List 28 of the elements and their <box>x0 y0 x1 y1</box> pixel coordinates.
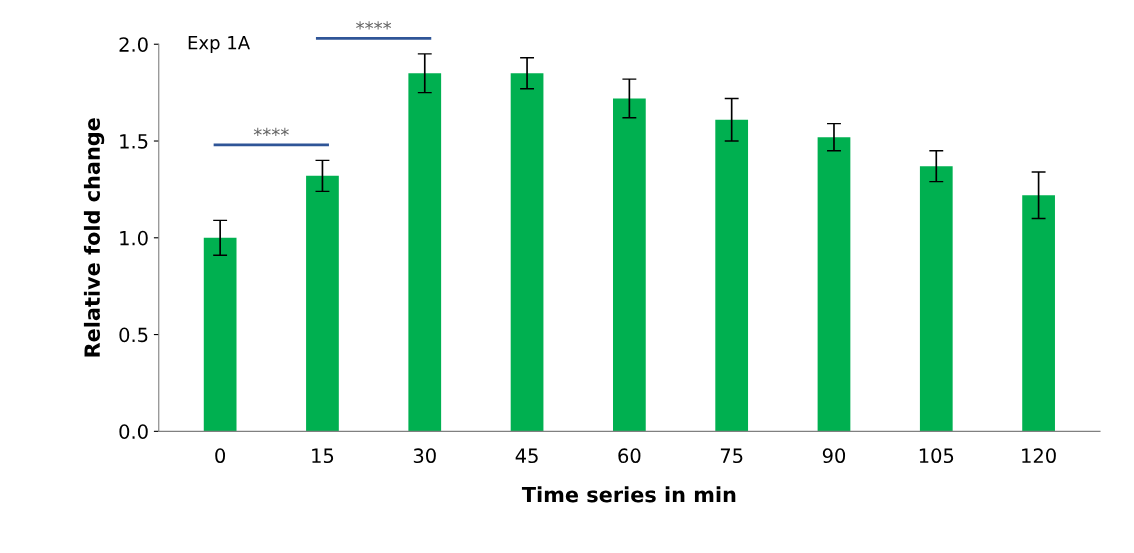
bar <box>919 166 953 432</box>
bar <box>817 137 851 432</box>
x-tick-label: 30 <box>413 448 436 464</box>
x-tick-label: 60 <box>618 448 641 464</box>
bar <box>715 119 749 432</box>
x-tick-label: 45 <box>515 448 538 464</box>
bar <box>510 73 544 432</box>
x-tick-label: 15 <box>312 448 334 464</box>
text: **** <box>356 21 392 30</box>
x-tick-label: 120 <box>1022 448 1056 464</box>
annotation: Exp 1A <box>188 36 250 53</box>
x-axis-title: Time series in min <box>521 486 736 503</box>
y-tick-label: 0.5 <box>119 327 148 343</box>
y-tick-label: 0.0 <box>119 424 148 439</box>
x-tick-label: 75 <box>720 448 743 464</box>
annotation: **** <box>253 127 289 136</box>
y-tick-label: 2.0 <box>119 37 148 52</box>
x-tick-label: 0 <box>215 448 226 464</box>
y-tick-label: 1.5 <box>120 134 148 149</box>
y-tick-label: 1.0 <box>120 230 148 246</box>
bar <box>1022 195 1055 432</box>
bar <box>613 98 646 432</box>
x-tick-label: 90 <box>822 448 846 464</box>
bar <box>408 73 442 432</box>
bar <box>203 237 237 432</box>
x-tick-label: 105 <box>919 448 954 464</box>
bar <box>306 175 339 432</box>
y-axis-title: Relative fold change <box>83 118 105 357</box>
